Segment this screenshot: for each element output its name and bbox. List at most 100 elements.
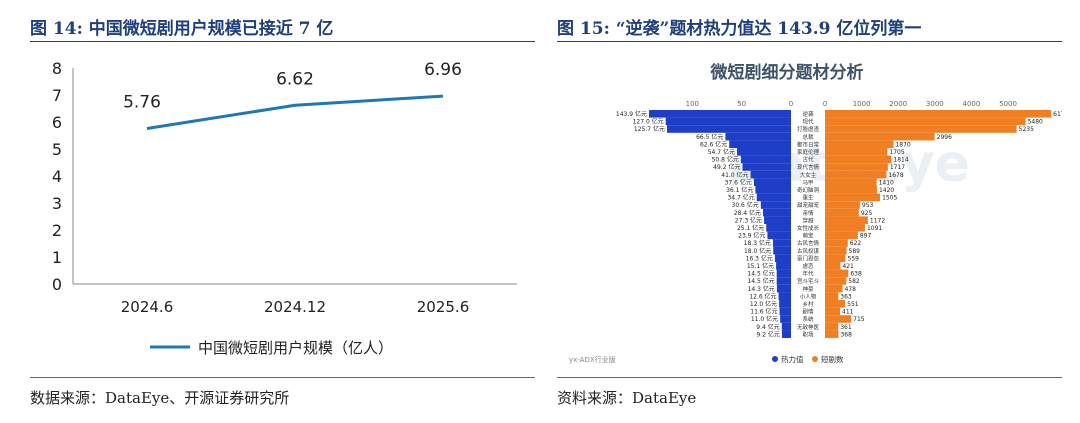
count-bar-19 <box>825 254 846 262</box>
count-value-label-11: 1505 <box>882 195 897 202</box>
heat-value-label-26: 11.6 亿元 <box>750 308 777 316</box>
category-label-2: 打脸虐渣 <box>797 125 820 133</box>
left-axis-tick-50: 50 <box>737 100 746 108</box>
count-bar-27 <box>825 315 852 323</box>
count-bar-2 <box>825 125 1017 133</box>
heat-bar-1 <box>665 117 791 126</box>
count-value-label-26: 411 <box>842 309 854 316</box>
count-value-label-9: 1410 <box>879 179 894 186</box>
heat-value-label-23: 14.3 亿元 <box>748 285 775 293</box>
category-label-1: 现代 <box>802 118 814 126</box>
y-tick-label-8: 8 <box>52 59 62 78</box>
category-label-29: 职场 <box>802 330 814 338</box>
heat-bar-4 <box>729 140 791 148</box>
category-label-18: 古风权谋 <box>797 247 820 255</box>
heat-bar-8 <box>750 170 791 179</box>
category-label-21: 年代 <box>802 270 814 278</box>
heat-bar-26 <box>779 307 791 316</box>
y-tick-label-6: 6 <box>52 113 62 132</box>
count-value-label-28: 361 <box>840 324 852 331</box>
heat-value-label-0: 143.9 亿元 <box>616 110 647 118</box>
count-value-label-7: 1717 <box>890 164 905 171</box>
count-bar-22 <box>825 277 847 285</box>
heat-value-label-3: 66.5 亿元 <box>696 133 723 141</box>
heat-value-label-29: 9.2 亿元 <box>756 330 779 338</box>
count-bar-25 <box>825 300 846 308</box>
data-label-0: 5.76 <box>123 92 161 112</box>
category-label-11: 重生 <box>802 194 814 202</box>
category-label-7: 现代言情 <box>797 163 820 171</box>
category-label-4: 都市日常 <box>797 140 820 148</box>
category-label-17: 古风言情 <box>797 239 820 247</box>
count-value-label-8: 1678 <box>888 172 903 179</box>
data-label-1: 6.62 <box>276 69 314 89</box>
right-figure-caption: 图 15: “逆袭”题材热力值达 143.9 亿位列第一 <box>557 19 922 39</box>
right-axis-tick-3000: 3000 <box>926 100 944 108</box>
heat-value-label-17: 18.3 亿元 <box>744 239 771 247</box>
heat-bar-3 <box>725 132 791 141</box>
count-bar-3 <box>825 132 935 141</box>
category-label-20: 虐恋 <box>802 262 814 270</box>
count-bar-18 <box>825 246 847 255</box>
y-tick-label-0: 0 <box>52 275 62 294</box>
heat-value-label-5: 54.7 亿元 <box>708 148 735 156</box>
count-bar-4 <box>825 140 894 148</box>
heat-value-label-7: 49.2 亿元 <box>713 163 740 171</box>
count-bar-15 <box>825 224 865 232</box>
count-value-label-20: 421 <box>842 263 854 270</box>
count-value-label-10: 1420 <box>879 187 894 194</box>
heat-bar-24 <box>778 292 791 300</box>
legend-label-heat: 热力值 <box>781 354 804 364</box>
count-value-label-12: 953 <box>862 202 874 209</box>
right-axis-tick-1000: 1000 <box>853 100 871 108</box>
category-label-5: 家庭伦理 <box>797 148 820 156</box>
count-bar-14 <box>825 216 868 224</box>
left-axis-tick-0: 0 <box>789 100 793 108</box>
count-value-label-0: 6178 <box>1053 111 1062 118</box>
count-bar-8 <box>825 170 887 179</box>
y-tick-label-3: 3 <box>52 194 62 213</box>
count-value-label-22: 582 <box>848 278 860 285</box>
count-bar-6 <box>825 155 892 164</box>
legend-label-user-scale: 中国微短剧用户规模（亿人） <box>198 339 393 357</box>
count-bar-23 <box>825 284 843 293</box>
legend-swatch-count <box>812 356 818 362</box>
count-bar-0 <box>825 110 1052 118</box>
count-value-label-16: 897 <box>860 233 872 240</box>
y-tick-label-5: 5 <box>52 140 62 159</box>
count-value-label-27: 715 <box>853 316 865 323</box>
series-line-user-scale <box>146 94 444 130</box>
count-value-label-3: 2996 <box>937 134 952 141</box>
category-label-9: 马甲 <box>802 178 813 186</box>
heat-bar-2 <box>666 125 791 133</box>
count-value-label-17: 622 <box>850 240 862 247</box>
count-bar-26 <box>825 307 841 316</box>
heat-value-label-21: 14.5 亿元 <box>747 270 774 278</box>
heat-value-label-27: 11.0 亿元 <box>751 315 778 323</box>
heat-bar-20 <box>776 262 791 270</box>
count-value-label-6: 1814 <box>893 157 908 164</box>
count-value-label-4: 1870 <box>895 141 910 148</box>
category-label-6: 古代 <box>802 156 814 164</box>
heat-bar-25 <box>779 300 791 308</box>
heat-value-label-12: 30.6 亿元 <box>732 201 759 209</box>
heat-bar-21 <box>776 269 791 278</box>
heat-bar-22 <box>776 277 791 285</box>
category-label-27: 系统 <box>802 315 814 323</box>
heat-bar-19 <box>774 254 791 262</box>
count-value-label-25: 551 <box>847 301 859 308</box>
heat-value-label-10: 36.1 亿元 <box>726 186 753 194</box>
heat-value-label-20: 15.1 亿元 <box>747 262 774 270</box>
heat-bar-10 <box>755 186 791 194</box>
heat-value-label-9: 37.6 亿元 <box>725 178 752 186</box>
count-bar-16 <box>825 231 858 240</box>
count-bar-21 <box>825 269 849 278</box>
count-value-label-19: 559 <box>847 255 859 262</box>
left-source-note: 数据来源：DataEye、开源证券研究所 <box>30 389 290 407</box>
heat-value-label-4: 62.6 亿元 <box>700 140 727 148</box>
heat-value-label-24: 12.6 亿元 <box>749 292 776 300</box>
category-label-24: 小人物 <box>800 292 817 300</box>
right-axis-tick-4000: 4000 <box>963 100 981 108</box>
y-tick-label-4: 4 <box>52 167 62 186</box>
category-label-3: 总裁 <box>802 133 814 141</box>
